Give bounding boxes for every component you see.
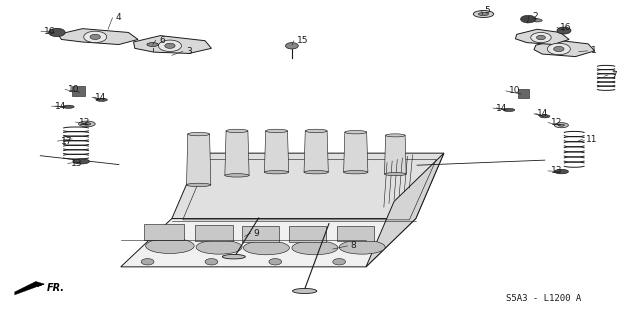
Bar — [72, 86, 85, 96]
Ellipse shape — [226, 129, 248, 133]
Circle shape — [536, 35, 545, 40]
Polygon shape — [121, 219, 416, 267]
Polygon shape — [134, 36, 211, 53]
Text: 11: 11 — [586, 135, 597, 144]
Text: 12: 12 — [551, 118, 563, 127]
Bar — [242, 226, 279, 242]
Ellipse shape — [292, 288, 317, 293]
Polygon shape — [515, 29, 569, 45]
Bar — [337, 226, 374, 241]
Ellipse shape — [385, 134, 405, 137]
Text: 4: 4 — [116, 13, 121, 22]
Polygon shape — [366, 153, 444, 267]
Circle shape — [141, 259, 154, 265]
Text: 13: 13 — [551, 167, 563, 175]
Ellipse shape — [266, 129, 287, 133]
Ellipse shape — [478, 12, 488, 16]
Circle shape — [547, 43, 570, 55]
Circle shape — [333, 259, 346, 265]
Text: S5A3 - L1200 A: S5A3 - L1200 A — [506, 294, 582, 303]
Ellipse shape — [188, 132, 209, 136]
Circle shape — [84, 31, 107, 43]
Polygon shape — [385, 135, 406, 174]
Polygon shape — [264, 131, 289, 172]
Text: 2: 2 — [532, 12, 538, 21]
Circle shape — [49, 28, 65, 37]
Circle shape — [285, 43, 298, 49]
Ellipse shape — [345, 130, 367, 134]
Text: FR.: FR. — [47, 283, 65, 293]
Bar — [289, 226, 326, 242]
Polygon shape — [172, 153, 444, 219]
Ellipse shape — [339, 240, 385, 254]
Text: 16: 16 — [44, 27, 56, 36]
Text: 10: 10 — [509, 86, 520, 95]
Bar — [195, 225, 232, 241]
Ellipse shape — [146, 238, 194, 254]
Polygon shape — [225, 131, 249, 175]
Text: 8: 8 — [351, 241, 356, 250]
Text: 15: 15 — [297, 36, 308, 45]
Ellipse shape — [225, 174, 249, 177]
Ellipse shape — [554, 169, 568, 174]
Ellipse shape — [83, 123, 91, 125]
Ellipse shape — [196, 240, 242, 254]
Text: 13: 13 — [71, 159, 83, 168]
Bar — [145, 224, 184, 240]
Circle shape — [554, 46, 564, 52]
Polygon shape — [15, 281, 44, 295]
Ellipse shape — [305, 129, 327, 133]
Ellipse shape — [503, 108, 515, 112]
Text: 14: 14 — [55, 102, 67, 111]
Bar — [518, 89, 529, 98]
Ellipse shape — [243, 241, 289, 255]
Ellipse shape — [79, 121, 95, 127]
Ellipse shape — [222, 255, 245, 259]
Ellipse shape — [186, 183, 211, 187]
Ellipse shape — [147, 43, 159, 47]
Text: 6: 6 — [159, 36, 165, 45]
Polygon shape — [304, 131, 328, 172]
Ellipse shape — [264, 171, 289, 174]
Ellipse shape — [473, 11, 493, 18]
Ellipse shape — [554, 123, 568, 128]
Polygon shape — [344, 132, 368, 172]
Text: 16: 16 — [560, 23, 572, 32]
Text: 1: 1 — [591, 46, 596, 56]
Circle shape — [557, 27, 571, 34]
Text: 5: 5 — [484, 6, 490, 15]
Ellipse shape — [304, 171, 328, 174]
Polygon shape — [534, 40, 595, 56]
Text: 14: 14 — [95, 93, 107, 102]
Circle shape — [164, 43, 175, 48]
Circle shape — [159, 40, 181, 51]
Polygon shape — [186, 134, 211, 185]
Circle shape — [90, 34, 100, 40]
Ellipse shape — [344, 171, 368, 174]
Text: 17: 17 — [61, 137, 72, 145]
Text: 14: 14 — [537, 109, 548, 118]
Ellipse shape — [63, 105, 74, 108]
Ellipse shape — [96, 98, 108, 101]
Ellipse shape — [540, 115, 550, 118]
Text: 10: 10 — [68, 85, 80, 94]
Text: 14: 14 — [496, 104, 508, 113]
Ellipse shape — [292, 241, 338, 255]
Ellipse shape — [558, 124, 564, 126]
Circle shape — [269, 259, 282, 265]
Text: 9: 9 — [253, 229, 259, 238]
Circle shape — [520, 15, 536, 23]
Text: 3: 3 — [186, 47, 191, 56]
Ellipse shape — [385, 173, 406, 176]
Ellipse shape — [73, 159, 90, 164]
Circle shape — [205, 259, 218, 265]
Polygon shape — [58, 29, 138, 45]
Text: 7: 7 — [611, 70, 617, 79]
Text: 12: 12 — [79, 117, 90, 127]
Ellipse shape — [532, 19, 542, 22]
Circle shape — [531, 33, 551, 43]
